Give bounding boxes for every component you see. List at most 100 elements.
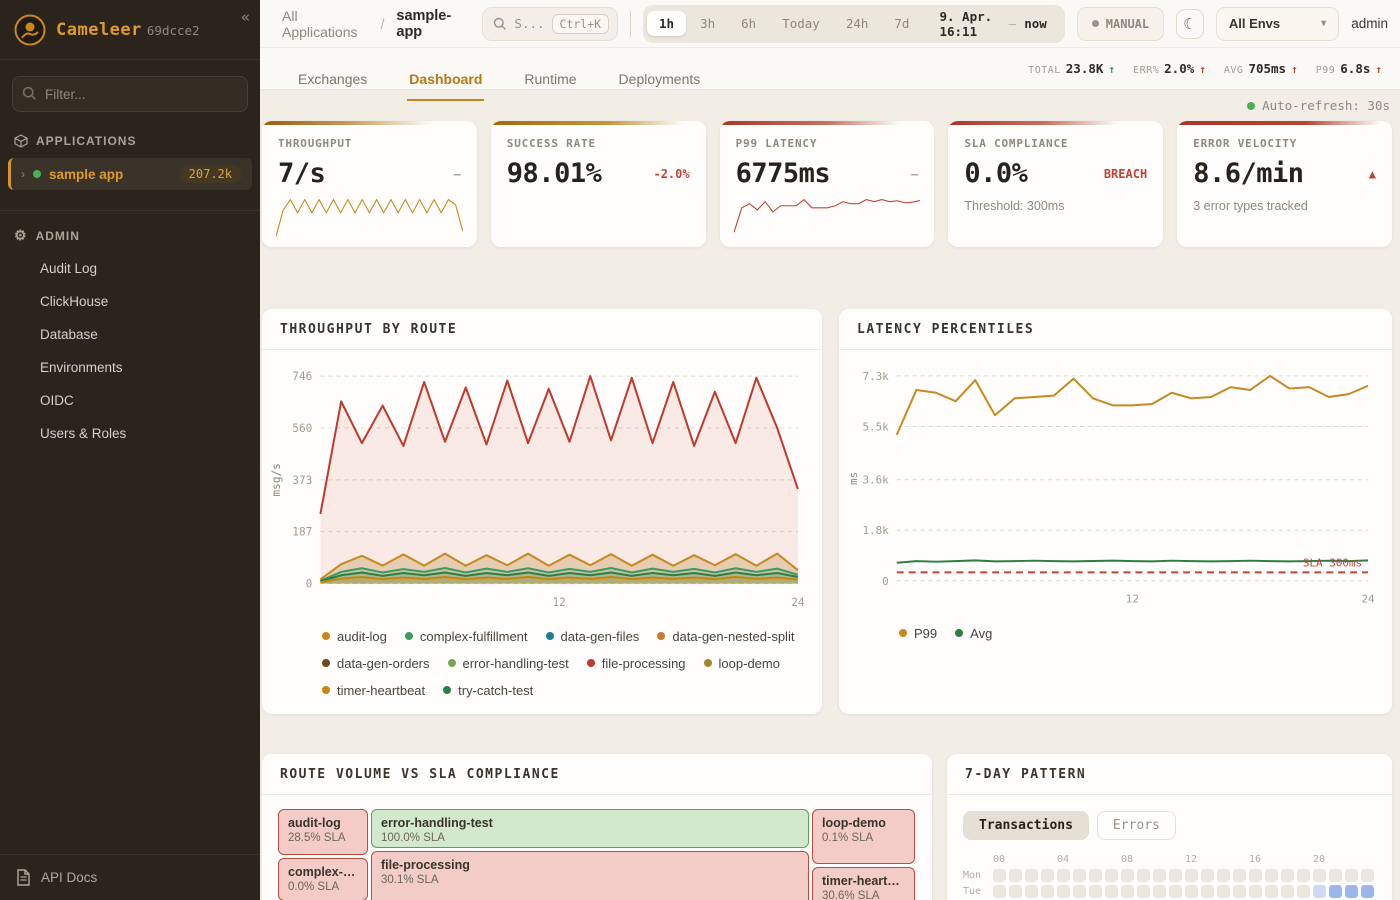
legend-label: complex-fulfillment <box>420 629 528 644</box>
heatmap-cell <box>1185 869 1198 882</box>
legend-item-error-handling-test[interactable]: error-handling-test <box>448 656 569 671</box>
treemap-box-file-processing[interactable]: file-processing30.1% SLA <box>371 851 809 900</box>
sidebar-item-api-docs[interactable]: API Docs <box>0 854 260 900</box>
legend-item-data-gen-nested-split[interactable]: data-gen-nested-split <box>657 629 794 644</box>
heatmap-cell <box>1201 885 1214 898</box>
kpi-accent-bar <box>1177 121 1392 125</box>
stat-value: 705ms <box>1248 61 1286 76</box>
range-button-6h[interactable]: 6h <box>729 11 768 36</box>
heatmap-cell <box>1265 869 1278 882</box>
sidebar-item-audit-log[interactable]: Audit Log <box>0 252 260 285</box>
gear-icon: ⚙ <box>14 227 28 244</box>
heatmap-cell <box>993 869 1006 882</box>
heatmap-cell <box>1329 869 1342 882</box>
breadcrumb-all-applications[interactable]: All Applications <box>282 8 369 40</box>
svg-text:SLA 300ms: SLA 300ms <box>1303 556 1362 569</box>
kpi-value-line: 6775ms– <box>736 158 919 189</box>
seven-day-heatmap: 000408121620MonTueWedThuFriSat <box>963 854 1392 900</box>
expand-chevron-icon[interactable]: › <box>21 167 25 181</box>
app-count-badge: 207.2k <box>179 165 242 183</box>
heatmap-cell <box>1121 869 1134 882</box>
legend-item-complex-fulfillment[interactable]: complex-fulfillment <box>405 629 528 644</box>
filter-input[interactable] <box>12 76 248 112</box>
trend-arrow-icon: ↑ <box>1291 63 1298 76</box>
dark-mode-toggle[interactable]: ☾ <box>1176 9 1204 39</box>
kpi-delta: – <box>911 167 918 181</box>
range-button-24h[interactable]: 24h <box>834 11 881 36</box>
legend-item-data-gen-orders[interactable]: data-gen-orders <box>322 656 430 671</box>
legend-label: P99 <box>914 626 937 641</box>
treemap-box-name: file-processing <box>381 858 799 872</box>
legend-item-file-processing[interactable]: file-processing <box>587 656 686 671</box>
kpi-subtext: Threshold: 300ms <box>964 199 1147 213</box>
panel-title: 7-DAY PATTERN <box>947 754 1392 795</box>
global-search[interactable]: S... Ctrl+K <box>482 7 618 41</box>
heatmap-toggle-errors[interactable]: Errors <box>1097 811 1176 840</box>
brand-suffix: 69dcce2 <box>147 23 200 38</box>
user-menu[interactable]: admin <box>1351 16 1388 31</box>
legend-item-p99[interactable]: P99 <box>899 626 937 641</box>
applications-section-header: APPLICATIONS <box>14 134 246 148</box>
sidebar-item-clickhouse[interactable]: ClickHouse <box>0 285 260 318</box>
sidebar-item-users-roles[interactable]: Users & Roles <box>0 417 260 450</box>
legend-dot <box>448 659 456 667</box>
legend-item-avg[interactable]: Avg <box>955 626 992 641</box>
kpi-accent-bar <box>948 121 1163 125</box>
svg-text:24: 24 <box>791 596 805 609</box>
search-shortcut: Ctrl+K <box>552 14 610 34</box>
range-button-1h[interactable]: 1h <box>647 11 686 36</box>
search-icon <box>493 17 507 31</box>
sidebar-item-oidc[interactable]: OIDC <box>0 384 260 417</box>
legend-item-try-catch-test[interactable]: try-catch-test <box>443 683 533 698</box>
stat-p99: P996.8s↑ <box>1316 61 1382 76</box>
kpi-delta: BREACH <box>1104 167 1147 181</box>
legend-dot <box>405 632 413 640</box>
time-range-display[interactable]: 9. Apr. 16:11 – now <box>923 9 1060 39</box>
heatmap-cell <box>1313 885 1326 898</box>
heatmap-cell <box>1169 885 1182 898</box>
heatmap-cell <box>1105 885 1118 898</box>
heatmap-cell <box>1153 869 1166 882</box>
heatmap-cell <box>1185 885 1198 898</box>
svg-text:0: 0 <box>882 575 889 588</box>
sidebar-item-sample-app[interactable]: › sample app 207.2k <box>8 158 252 190</box>
range-button-7d[interactable]: 7d <box>882 11 921 36</box>
treemap-box-loop-demo[interactable]: loop-demo0.1% SLA <box>812 809 915 864</box>
sidebar-item-environments[interactable]: Environments <box>0 351 260 384</box>
kpi-sparkline <box>734 197 921 239</box>
treemap-box-error-handling-test[interactable]: error-handling-test100.0% SLA <box>371 809 809 848</box>
heatmap-cell <box>1009 885 1022 898</box>
sidebar-collapse-button[interactable]: « <box>241 8 250 26</box>
kpi-value-line: 8.6/min▲ <box>1193 158 1376 189</box>
app-name: sample app <box>49 167 123 182</box>
treemap-box-name: audit-log <box>288 816 358 830</box>
heatmap-cell <box>1345 885 1358 898</box>
legend-item-timer-heartbeat[interactable]: timer-heartbeat <box>322 683 425 698</box>
svg-text:12: 12 <box>1126 593 1139 606</box>
manual-label: MANUAL <box>1106 17 1149 31</box>
legend-item-data-gen-files[interactable]: data-gen-files <box>546 629 640 644</box>
heatmap-cell <box>1361 869 1374 882</box>
throughput-chart: 01873735607461224msg/s <box>262 350 822 619</box>
heatmap-cell <box>1217 869 1230 882</box>
treemap-box-sla: 100.0% SLA <box>381 832 799 844</box>
heatmap-hour-label: 00 <box>993 854 1057 865</box>
sidebar-item-database[interactable]: Database <box>0 318 260 351</box>
heatmap-toggle-transactions[interactable]: Transactions <box>963 811 1089 840</box>
stat-label: AVG <box>1224 65 1244 76</box>
legend-item-loop-demo[interactable]: loop-demo <box>704 656 780 671</box>
range-button-3h[interactable]: 3h <box>688 11 727 36</box>
legend-item-audit-log[interactable]: audit-log <box>322 629 387 644</box>
manual-refresh-button[interactable]: MANUAL <box>1077 7 1164 41</box>
panel-title: THROUGHPUT BY ROUTE <box>262 309 822 350</box>
treemap-box-sla: 28.5% SLA <box>288 832 358 844</box>
stat-value: 6.8s <box>1340 61 1370 76</box>
range-button-today[interactable]: Today <box>770 11 832 36</box>
env-select[interactable]: All Envs ▾ <box>1216 7 1339 41</box>
treemap-box-complex-fulfil-[interactable]: complex-fulfil...0.0% SLA <box>278 858 368 900</box>
treemap-box-timer-heartbeat[interactable]: timer-heartbeat30.6% SLA <box>812 867 915 900</box>
treemap-box-audit-log[interactable]: audit-log 28.5% SLA <box>278 809 368 855</box>
legend-dot <box>443 686 451 694</box>
heatmap-cell <box>1025 869 1038 882</box>
kpi-label: THROUGHPUT <box>278 137 461 150</box>
